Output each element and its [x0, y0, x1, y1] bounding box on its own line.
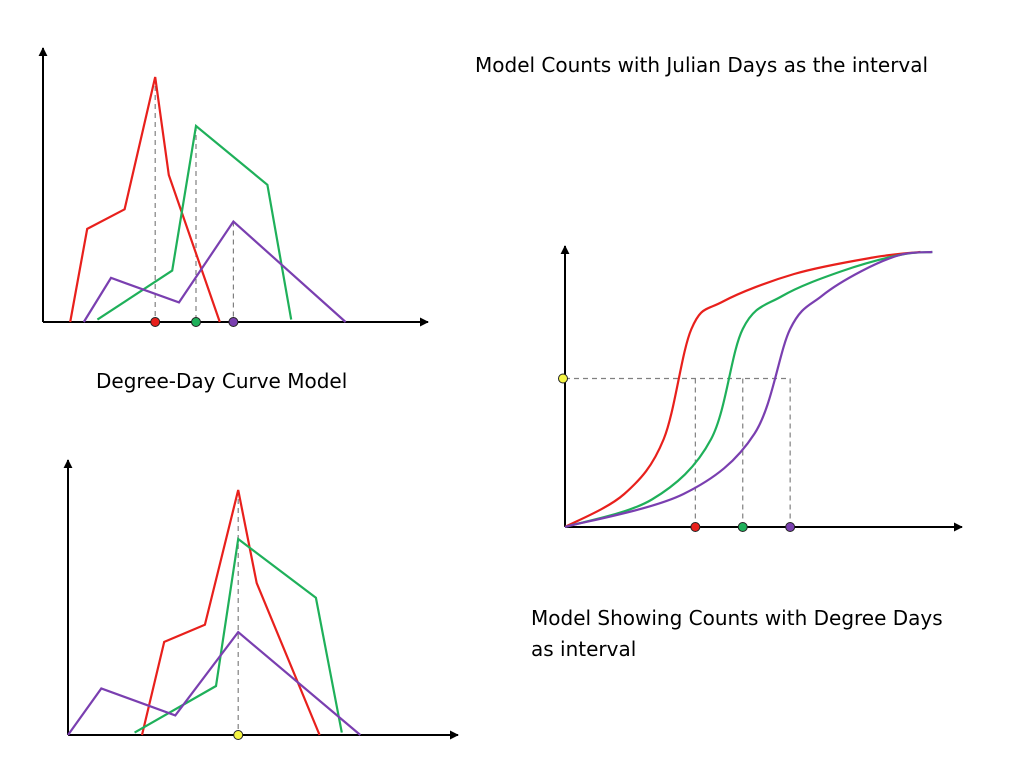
- guide-lines: [154, 77, 234, 322]
- crossing-marker-red: [690, 522, 701, 532]
- peak-marker-purple: [228, 317, 239, 327]
- series-line-purple: [67, 630, 362, 736]
- caption-degree-days-line2: as interval: [531, 637, 636, 661]
- series-line-green: [564, 250, 933, 529]
- series-line-red: [69, 76, 221, 323]
- julian-days-chart: [38, 47, 429, 327]
- degree-days-chart: [63, 459, 459, 740]
- crossing-marker-green: [737, 522, 748, 532]
- series-line-purple: [82, 219, 347, 323]
- caption-julian-days: Model Counts with Julian Days as the int…: [475, 53, 928, 77]
- series-line-green: [96, 123, 293, 321]
- caption-degree-day-curve: Degree-Day Curve Model: [96, 369, 347, 393]
- degree-day-curve-chart: [558, 245, 963, 532]
- series-line-red: [564, 250, 921, 528]
- caption-degree-days-line1: Model Showing Counts with Degree Days: [531, 606, 943, 630]
- series-line-purple: [564, 250, 933, 529]
- series-line-red: [140, 489, 321, 736]
- level-marker-yellow: [558, 373, 568, 384]
- peak-marker-green: [191, 317, 201, 327]
- series-line-green: [134, 537, 343, 734]
- peak-marker-red: [150, 317, 161, 327]
- crossing-marker-purple: [785, 522, 796, 532]
- peak-marker-yellow: [233, 730, 244, 740]
- guide-lines: [565, 377, 791, 527]
